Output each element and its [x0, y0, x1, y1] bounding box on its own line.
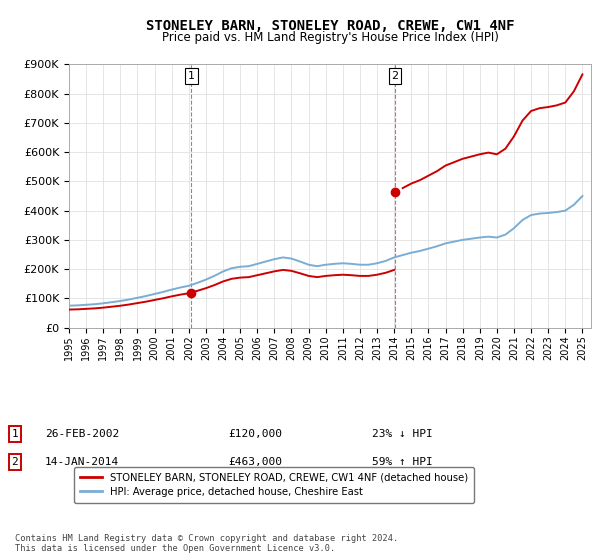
- Text: £463,000: £463,000: [228, 457, 282, 467]
- Text: STONELEY BARN, STONELEY ROAD, CREWE, CW1 4NF: STONELEY BARN, STONELEY ROAD, CREWE, CW1…: [146, 19, 514, 33]
- Text: 26-FEB-2002: 26-FEB-2002: [45, 429, 119, 439]
- Legend: STONELEY BARN, STONELEY ROAD, CREWE, CW1 4NF (detached house), HPI: Average pric: STONELEY BARN, STONELEY ROAD, CREWE, CW1…: [74, 467, 474, 503]
- Text: 2: 2: [391, 71, 398, 81]
- Text: 1: 1: [188, 71, 195, 81]
- Text: 2: 2: [11, 457, 19, 467]
- Text: 59% ↑ HPI: 59% ↑ HPI: [372, 457, 433, 467]
- Text: 1: 1: [11, 429, 19, 439]
- Text: Contains HM Land Registry data © Crown copyright and database right 2024.
This d: Contains HM Land Registry data © Crown c…: [15, 534, 398, 553]
- Text: Price paid vs. HM Land Registry's House Price Index (HPI): Price paid vs. HM Land Registry's House …: [161, 31, 499, 44]
- Text: £120,000: £120,000: [228, 429, 282, 439]
- Text: 23% ↓ HPI: 23% ↓ HPI: [372, 429, 433, 439]
- Text: 14-JAN-2014: 14-JAN-2014: [45, 457, 119, 467]
